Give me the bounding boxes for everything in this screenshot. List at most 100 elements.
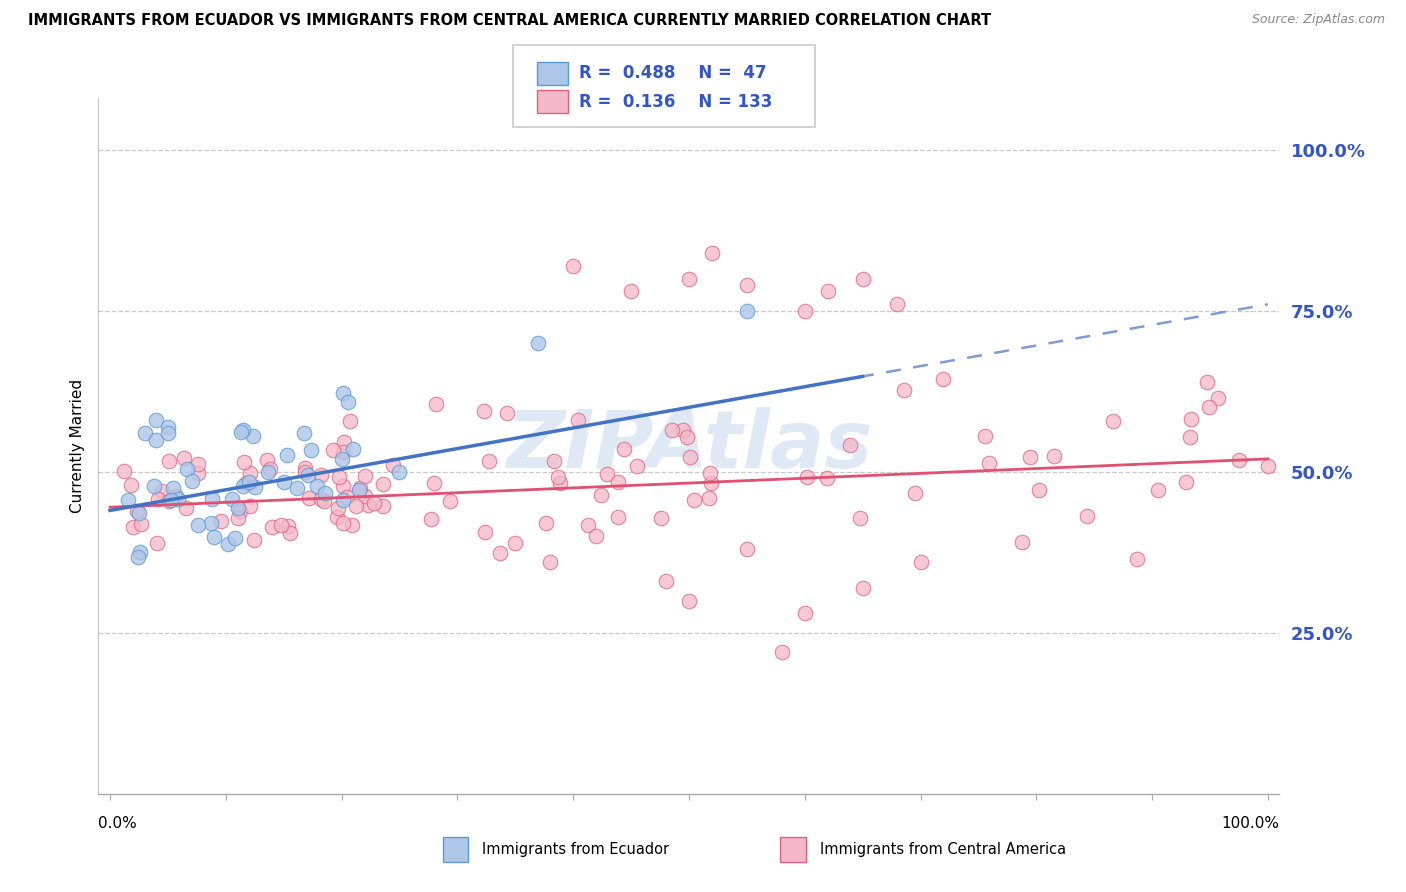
Point <box>373 500 395 514</box>
Text: ZIPAtlas: ZIPAtlas <box>506 407 872 485</box>
Point <box>235 475 257 490</box>
Point <box>122 520 145 534</box>
Point <box>534 516 557 531</box>
Point <box>796 470 818 484</box>
Point <box>1180 430 1202 444</box>
Point <box>423 476 446 491</box>
Point <box>381 458 404 473</box>
Point <box>187 467 209 481</box>
Point <box>330 451 353 466</box>
Point <box>298 491 321 505</box>
Point <box>145 433 167 447</box>
Point <box>229 425 252 439</box>
Point <box>1126 552 1149 566</box>
Point <box>294 465 316 479</box>
Point <box>699 466 721 480</box>
Point <box>166 489 188 503</box>
Point <box>173 450 195 465</box>
Point <box>425 397 447 411</box>
Point <box>332 493 354 508</box>
Point <box>1018 450 1040 464</box>
Point <box>650 511 672 525</box>
Point <box>770 645 793 659</box>
Point <box>1147 483 1170 498</box>
Text: 0.0%: 0.0% <box>98 816 138 831</box>
Point <box>839 437 862 451</box>
Point <box>200 516 222 530</box>
Point <box>157 493 180 508</box>
Point <box>242 429 264 443</box>
Text: Immigrants from Central America: Immigrants from Central America <box>820 842 1066 856</box>
Point <box>1206 391 1229 405</box>
Point <box>180 474 202 488</box>
Point <box>256 452 278 467</box>
Point <box>217 537 239 551</box>
Point <box>297 467 319 482</box>
Point <box>848 511 870 525</box>
Point <box>256 466 278 480</box>
Point <box>292 425 315 440</box>
Point <box>388 465 411 479</box>
Point <box>129 516 152 531</box>
Point <box>974 429 997 443</box>
Point <box>676 430 699 444</box>
Point <box>209 514 232 528</box>
Point <box>232 479 254 493</box>
Point <box>148 491 170 506</box>
Point <box>145 413 167 427</box>
Point <box>221 491 243 506</box>
Point <box>1028 483 1050 497</box>
Point <box>332 516 354 530</box>
Point <box>613 442 636 456</box>
Point <box>793 303 815 318</box>
Point <box>332 386 354 401</box>
Point <box>543 453 565 467</box>
Point <box>932 371 955 385</box>
Point <box>112 464 135 478</box>
Point <box>157 453 180 467</box>
Point <box>1076 509 1098 524</box>
Point <box>547 470 569 484</box>
Point <box>332 479 354 493</box>
Point <box>305 479 328 493</box>
Point <box>202 530 225 544</box>
Point <box>332 445 354 459</box>
Point <box>1101 413 1123 427</box>
Point <box>886 297 908 311</box>
Point <box>699 476 721 491</box>
Point <box>336 490 359 504</box>
Point <box>229 504 252 518</box>
Point <box>979 456 1001 470</box>
Point <box>226 500 249 515</box>
Point <box>224 531 246 545</box>
Point <box>160 492 183 507</box>
Point <box>128 507 150 521</box>
Point <box>1174 475 1197 490</box>
Point <box>678 271 700 285</box>
Point <box>489 546 512 560</box>
Point <box>239 499 262 513</box>
Point <box>626 458 648 473</box>
Point <box>162 482 184 496</box>
Point <box>1198 401 1220 415</box>
Point <box>357 498 380 512</box>
Point <box>1180 411 1202 425</box>
Point <box>120 478 142 492</box>
Point <box>314 486 336 500</box>
Point <box>893 383 915 397</box>
Point <box>129 544 152 558</box>
Point <box>371 477 394 491</box>
Point <box>1197 376 1219 390</box>
Point <box>143 479 166 493</box>
Point <box>679 450 702 464</box>
Point <box>1043 449 1066 463</box>
Point <box>1011 535 1033 549</box>
Point <box>910 555 932 569</box>
Point <box>134 426 156 441</box>
Point <box>607 510 630 524</box>
Point <box>156 426 179 441</box>
Point <box>735 277 758 292</box>
Point <box>260 520 283 534</box>
Point <box>201 491 224 506</box>
Point <box>311 468 333 483</box>
